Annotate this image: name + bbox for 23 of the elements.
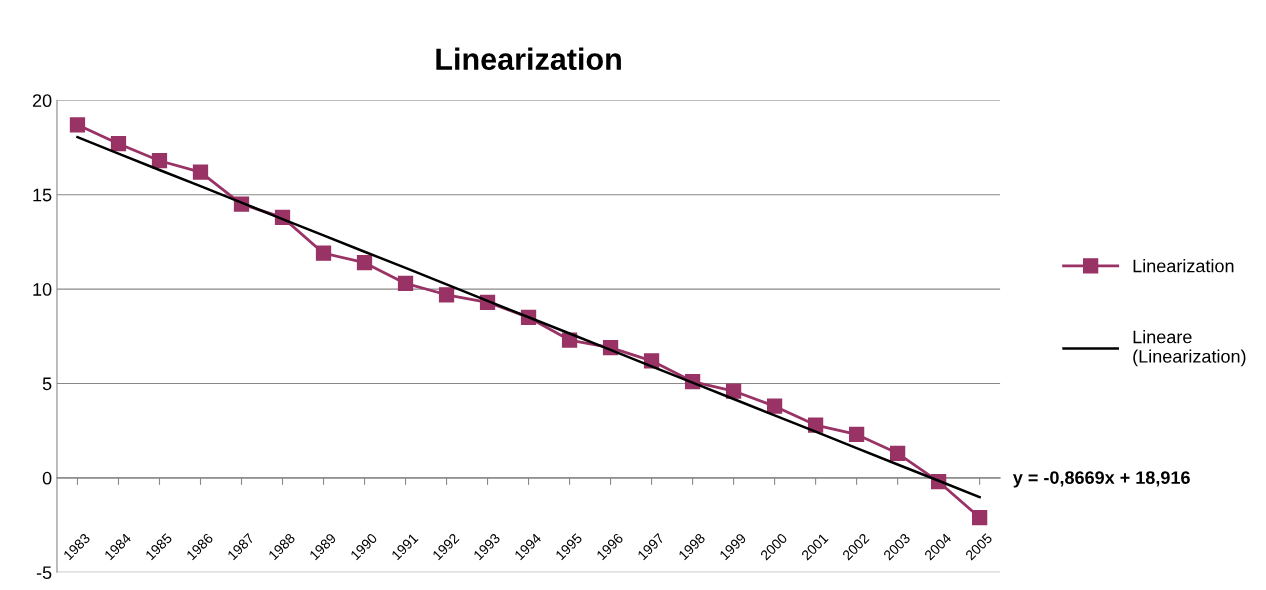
point (192, 164, 209, 180)
y-tick-label: 0 (42, 471, 52, 485)
chart-title: Linearization (436, 47, 621, 71)
point (356, 255, 373, 271)
point (315, 245, 332, 261)
point (397, 275, 414, 292)
point (971, 509, 988, 526)
legend-label: Linearization (1133, 259, 1234, 273)
y-tick-label: 5 (42, 377, 52, 391)
point (110, 136, 127, 152)
point (69, 117, 86, 133)
y-tick-label: -5 (36, 566, 52, 580)
point (766, 398, 783, 414)
legend-label: Lineare (Linearization) (1133, 330, 1246, 367)
point (151, 153, 168, 169)
text: y = -0,8669x + 18,916 (1012, 471, 1190, 488)
y-tick-label: 20 (32, 94, 52, 108)
y-tick-label: 15 (33, 188, 52, 202)
point (889, 445, 906, 461)
y-tick-label: 10 (33, 283, 52, 296)
point (725, 383, 742, 399)
point (848, 426, 865, 443)
point (438, 287, 455, 303)
